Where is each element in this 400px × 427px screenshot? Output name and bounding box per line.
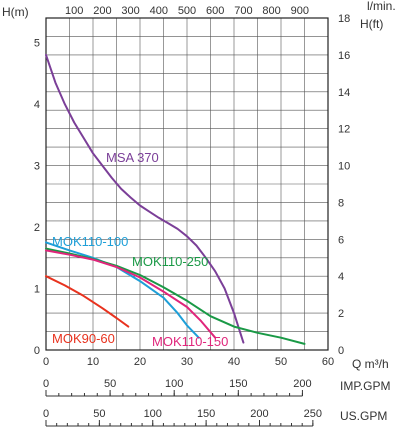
us-axis-title: US.GPM [340, 409, 387, 423]
series-label-mok110-250: MOK110-250 [132, 254, 208, 269]
us-tick-label: 150 [197, 408, 215, 420]
series-label-mok110-150: MOK110-150 [152, 334, 228, 349]
top-tick-label: 400 [150, 5, 168, 17]
top-tick-label: 600 [206, 5, 224, 17]
right-axis-title-top: l/min. [367, 0, 396, 13]
imp-tick-label: 50 [104, 378, 116, 390]
top-tick-label: 900 [291, 5, 309, 17]
right-tick-label: 12 [338, 124, 350, 136]
right-tick-label: 14 [338, 87, 350, 99]
x-tick-label: 50 [275, 356, 287, 368]
left-tick-label: 2 [34, 222, 40, 234]
right-tick-label: 8 [338, 197, 344, 209]
top-tick-label: 200 [93, 5, 111, 17]
series-line-mok110-150 [45, 249, 217, 339]
series-label-mok110-100: MOK110-100 [52, 234, 128, 249]
left-tick-label: 3 [34, 161, 40, 173]
left-tick-label: 4 [34, 99, 40, 111]
series-line-mok110-100 [45, 241, 200, 339]
left-tick-label: 5 [34, 38, 40, 50]
right-tick-label: 6 [338, 234, 344, 246]
series-line-msa-370 [45, 53, 245, 344]
right-tick-label: 0 [338, 345, 344, 357]
x-tick-label: 10 [87, 356, 99, 368]
left-tick-label: 0 [34, 345, 40, 357]
us-tick-label: 100 [144, 408, 162, 420]
right-tick-label: 10 [338, 161, 350, 173]
right-tick-label: 4 [338, 271, 344, 283]
top-tick-label: 500 [178, 5, 196, 17]
top-tick-label: 700 [234, 5, 252, 17]
left-axis-title: H(m) [2, 5, 29, 19]
x-axis-title: Q m³/h [352, 357, 389, 371]
series-line-mok90-60 [45, 275, 130, 328]
top-tick-label: 800 [262, 5, 280, 17]
series-label-mok90-60: MOK90-60 [52, 331, 115, 346]
bottom-axes: 0 50 100 150 200 0 50 100 150 200 250 [43, 378, 322, 427]
x-tick-label: 40 [228, 356, 240, 368]
imp-tick-label: 100 [165, 378, 183, 390]
series-layer [45, 53, 306, 345]
right-tick-label: 2 [338, 308, 344, 320]
left-tick-label: 1 [34, 284, 40, 296]
imp-axis-title: IMP.GPM [340, 379, 390, 393]
imp-tick-label: 200 [293, 378, 311, 390]
right-axis-title-sub: H(ft) [360, 17, 383, 31]
imp-tick-label: 0 [43, 378, 49, 390]
top-tick-label: 300 [121, 5, 139, 17]
x-tick-label: 60 [322, 356, 334, 368]
plot-frame [45, 17, 329, 351]
us-tick-label: 50 [93, 408, 105, 420]
x-tick-label: 0 [43, 356, 49, 368]
us-tick-label: 200 [250, 408, 268, 420]
imp-tick-label: 150 [229, 378, 247, 390]
right-tick-label: 16 [338, 50, 350, 62]
us-tick-label: 250 [304, 408, 322, 420]
series-label-msa-370: MSA 370 [106, 150, 159, 165]
right-tick-label: 18 [338, 13, 350, 25]
x-tick-label: 30 [181, 356, 193, 368]
top-tick-label: 100 [65, 5, 83, 17]
x-tick-label: 20 [134, 356, 146, 368]
us-tick-label: 0 [43, 408, 49, 420]
